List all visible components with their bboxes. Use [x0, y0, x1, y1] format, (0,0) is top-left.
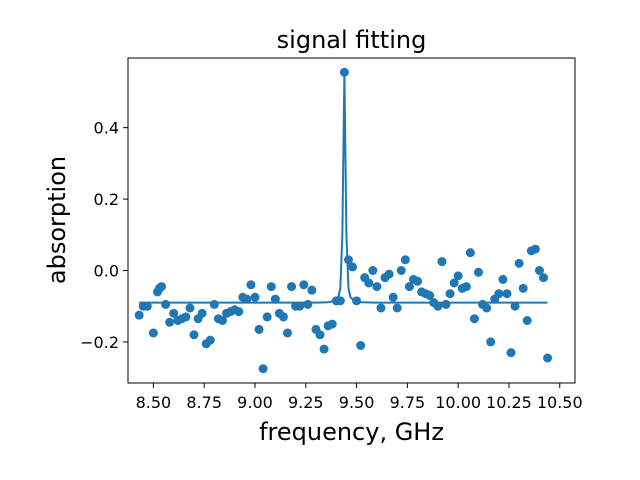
data-point [400, 255, 410, 265]
fit-line [139, 72, 548, 304]
data-point [299, 280, 309, 290]
data-point [425, 291, 435, 300]
y-tick-label: 0.2 [94, 190, 119, 209]
data-point [287, 282, 297, 292]
data-point [343, 255, 353, 265]
data-point [283, 328, 292, 338]
data-point [250, 292, 260, 302]
data-point [530, 244, 540, 254]
data-point [396, 266, 406, 275]
data-point [209, 299, 219, 309]
data-point [254, 324, 264, 334]
data-point [539, 273, 549, 283]
data-point [376, 303, 386, 313]
plot-frame [127, 57, 576, 384]
chart-title: signal fitting [277, 26, 427, 54]
data-point [352, 296, 362, 306]
data-point [437, 257, 447, 267]
data-point [262, 312, 272, 322]
data-point [185, 303, 195, 313]
data-point [486, 337, 496, 347]
data-point [348, 262, 358, 272]
data-point [327, 319, 337, 329]
data-point [134, 310, 144, 320]
data-point [392, 303, 402, 313]
data-point [315, 330, 325, 340]
data-point [278, 312, 288, 322]
data-point [197, 308, 207, 318]
data-point [217, 316, 227, 325]
data-point [165, 317, 175, 327]
data-point [469, 314, 479, 324]
data-point [543, 353, 553, 363]
data-point [498, 274, 508, 284]
data-point [433, 301, 443, 311]
data-point [246, 280, 256, 290]
data-point [502, 289, 512, 299]
data-point [506, 348, 516, 358]
data-point [413, 276, 423, 286]
data-point [148, 328, 158, 338]
data-point [258, 364, 268, 374]
y-tick-label: −0.2 [80, 333, 119, 352]
y-axis-label: absorption [43, 156, 71, 284]
data-point [518, 283, 528, 293]
data-point [307, 285, 317, 295]
data-point [335, 296, 345, 306]
data-point [514, 258, 524, 268]
data-point [522, 316, 532, 325]
y-tick-label: 0.4 [94, 119, 119, 138]
data-point [169, 308, 179, 318]
x-tick-label: 10.00 [435, 393, 481, 412]
data-point [142, 301, 152, 311]
data-point [339, 67, 349, 77]
data-point [181, 312, 191, 322]
data-point [270, 294, 280, 304]
data-point [242, 294, 252, 304]
data-point [461, 282, 471, 292]
data-point [266, 282, 276, 292]
data-point [234, 307, 244, 317]
data-point [534, 266, 544, 275]
data-point [384, 269, 394, 279]
data-point [368, 266, 378, 275]
data-point [441, 299, 451, 309]
data-point [161, 299, 171, 309]
x-axis-label: frequency, GHz [259, 418, 444, 446]
data-point [356, 341, 366, 350]
x-tick-label: 8.75 [186, 393, 222, 412]
data-point [449, 278, 459, 288]
y-tick-label: 0.0 [94, 262, 119, 281]
data-point [205, 335, 215, 345]
x-axis: 8.50 8.75 9.00 9.25 9.50 9.75 10.00 10.25 10.50 [136, 383, 583, 412]
data-point [473, 267, 483, 277]
data-point [445, 289, 455, 299]
x-tick-label: 9.25 [288, 393, 324, 412]
data-point [453, 271, 463, 281]
data-point [404, 282, 414, 292]
data-point [372, 282, 382, 292]
data-point [295, 301, 305, 311]
x-tick-label: 10.25 [486, 393, 532, 412]
x-tick-label: 10.50 [537, 393, 583, 412]
x-tick-label: 9.00 [237, 393, 273, 412]
data-point [189, 330, 199, 340]
x-tick-label: 9.75 [390, 393, 426, 412]
data-point [465, 248, 475, 258]
data-point [494, 289, 504, 299]
data-point [510, 301, 520, 311]
data-point [303, 299, 313, 309]
data-point [319, 344, 329, 354]
data-points [134, 67, 553, 374]
data-point [482, 303, 492, 313]
y-axis: −0.2 0.0 0.2 0.4 [80, 119, 128, 352]
data-point [364, 278, 374, 288]
x-tick-label: 8.50 [136, 393, 172, 412]
data-point [157, 282, 167, 292]
x-tick-label: 9.50 [339, 393, 375, 412]
data-point [388, 292, 398, 302]
